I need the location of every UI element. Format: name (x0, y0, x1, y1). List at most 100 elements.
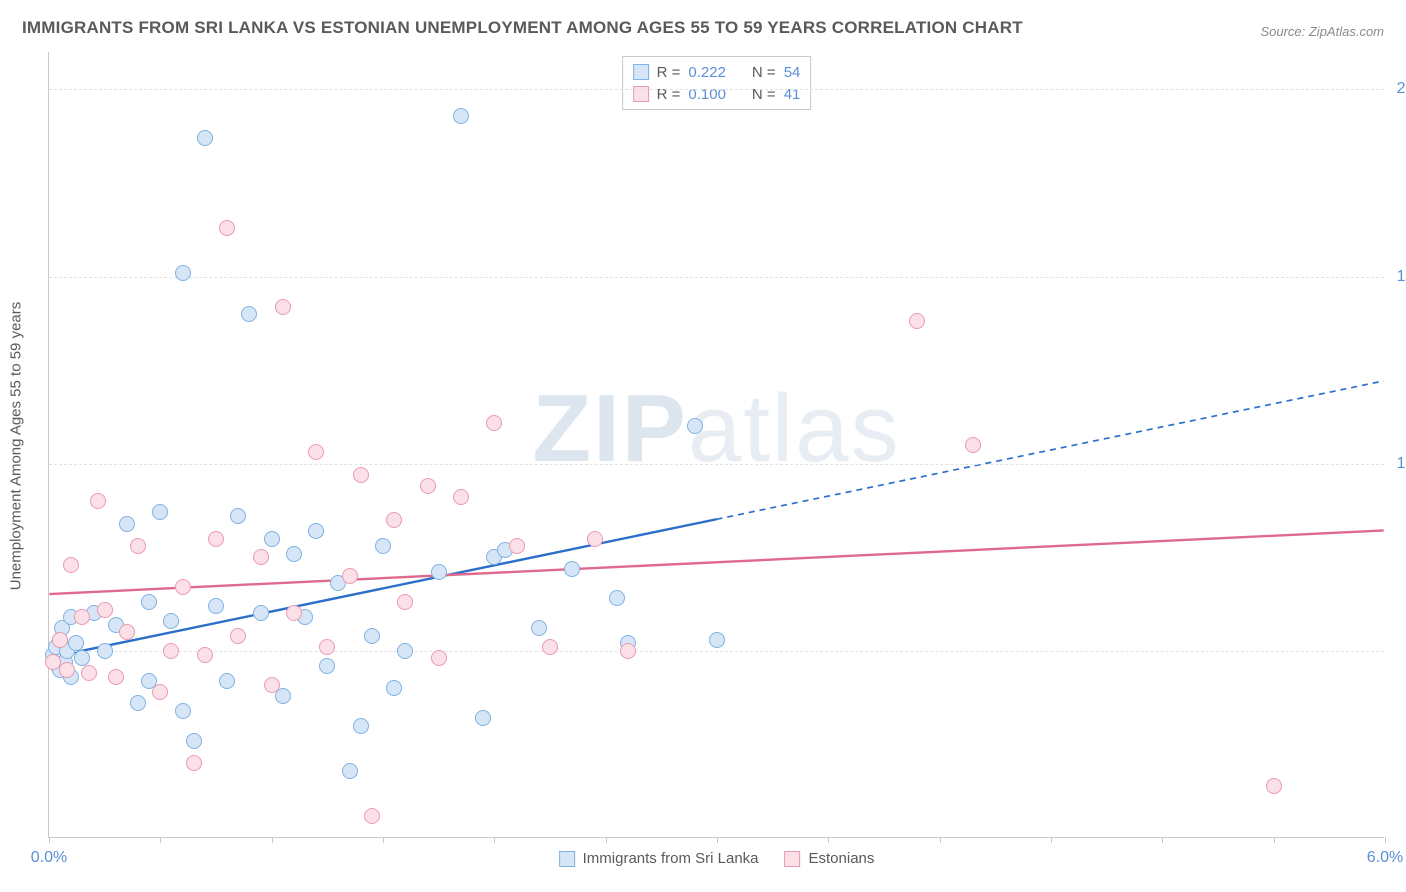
scatter-point (74, 609, 90, 625)
scatter-point (965, 437, 981, 453)
legend-swatch (633, 64, 649, 80)
x-tick (1051, 837, 1052, 843)
scatter-point (909, 313, 925, 329)
scatter-point (542, 639, 558, 655)
scatter-point (342, 568, 358, 584)
stats-legend-row: R = 0.222 N = 54 (633, 61, 801, 83)
scatter-point (264, 531, 280, 547)
legend-swatch (559, 851, 575, 867)
watermark-atlas: atlas (688, 375, 901, 482)
scatter-point (163, 613, 179, 629)
r-label: R = (657, 64, 681, 81)
x-tick (49, 837, 50, 843)
n-value: 41 (784, 86, 801, 103)
scatter-point (509, 538, 525, 554)
scatter-point (308, 444, 324, 460)
scatter-point (52, 632, 68, 648)
source-attribution: Source: ZipAtlas.com (1260, 24, 1384, 39)
scatter-point (264, 677, 280, 693)
scatter-point (108, 669, 124, 685)
scatter-point (319, 658, 335, 674)
x-tick (717, 837, 718, 843)
scatter-point (308, 523, 324, 539)
series-name: Estonians (809, 850, 875, 867)
series-legend-item: Estonians (785, 850, 875, 867)
scatter-point (97, 602, 113, 618)
scatter-point (431, 564, 447, 580)
x-tick (383, 837, 384, 843)
r-value: 0.222 (688, 64, 726, 81)
scatter-point (230, 628, 246, 644)
scatter-point (286, 605, 302, 621)
y-tick-label: 15.0% (1390, 268, 1406, 286)
legend-swatch (785, 851, 801, 867)
scatter-point (609, 590, 625, 606)
scatter-point (420, 478, 436, 494)
scatter-point (364, 628, 380, 644)
scatter-point (90, 493, 106, 509)
watermark-text: ZIPatlas (532, 374, 900, 484)
scatter-point (208, 531, 224, 547)
x-tick (160, 837, 161, 843)
scatter-point (208, 598, 224, 614)
scatter-point (275, 299, 291, 315)
x-tick (828, 837, 829, 843)
x-tick (1274, 837, 1275, 843)
scatter-point (475, 710, 491, 726)
scatter-point (431, 650, 447, 666)
scatter-point (620, 643, 636, 659)
gridline (49, 464, 1384, 465)
scatter-point (119, 624, 135, 640)
scatter-point (197, 647, 213, 663)
scatter-point (364, 808, 380, 824)
chart-title: IMMIGRANTS FROM SRI LANKA VS ESTONIAN UN… (22, 18, 1023, 38)
series-legend: Immigrants from Sri Lanka Estonians (559, 850, 875, 867)
scatter-point (74, 650, 90, 666)
y-tick-label: 10.0% (1390, 455, 1406, 473)
x-tick-label: 6.0% (1367, 849, 1403, 867)
series-name: Immigrants from Sri Lanka (583, 850, 759, 867)
n-label: N = (752, 64, 776, 81)
scatter-point (531, 620, 547, 636)
scatter-point (241, 306, 257, 322)
n-label: N = (752, 86, 776, 103)
scatter-point (386, 680, 402, 696)
n-value: 54 (784, 64, 801, 81)
scatter-point (564, 561, 580, 577)
scatter-point (286, 546, 302, 562)
gridline (49, 651, 1384, 652)
gridline (49, 89, 1384, 90)
scatter-point (197, 130, 213, 146)
x-tick (272, 837, 273, 843)
scatter-point (687, 418, 703, 434)
trendlines-layer (49, 52, 1384, 837)
scatter-point (152, 684, 168, 700)
x-tick (1385, 837, 1386, 843)
x-tick (606, 837, 607, 843)
y-tick-label: 20.0% (1390, 80, 1406, 98)
scatter-point (68, 635, 84, 651)
scatter-point (230, 508, 246, 524)
scatter-point (253, 549, 269, 565)
scatter-point (353, 718, 369, 734)
scatter-point (163, 643, 179, 659)
legend-swatch (633, 86, 649, 102)
scatter-point (342, 763, 358, 779)
y-tick-label: 5.0% (1390, 642, 1406, 660)
trendline-solid (49, 530, 1383, 594)
scatter-point (486, 415, 502, 431)
scatter-point (186, 755, 202, 771)
scatter-point (119, 516, 135, 532)
scatter-point (397, 643, 413, 659)
r-label: R = (657, 86, 681, 103)
y-axis-title: Unemployment Among Ages 55 to 59 years (8, 302, 25, 591)
series-legend-item: Immigrants from Sri Lanka (559, 850, 759, 867)
scatter-point (63, 557, 79, 573)
scatter-point (81, 665, 97, 681)
scatter-point (130, 695, 146, 711)
scatter-point (175, 579, 191, 595)
scatter-point (97, 643, 113, 659)
x-tick (940, 837, 941, 843)
scatter-point (319, 639, 335, 655)
scatter-point (130, 538, 146, 554)
